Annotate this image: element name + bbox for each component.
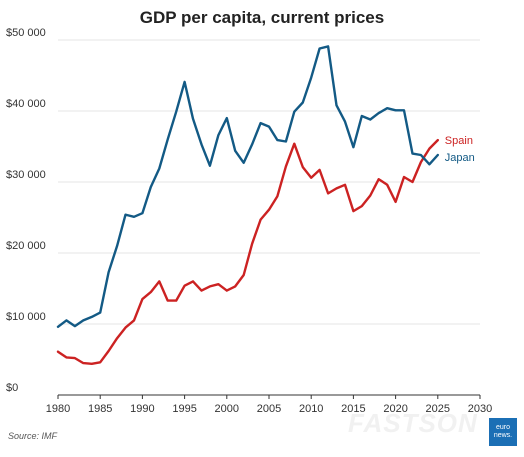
series-label-japan: Japan (445, 152, 475, 164)
y-tick-label: $20 000 (6, 240, 46, 252)
x-tick-label: 1995 (172, 403, 196, 415)
x-tick-label: 1990 (130, 403, 154, 415)
y-tick-label: $50 000 (6, 27, 46, 39)
source-note: Source: IMF (8, 431, 58, 441)
y-tick-label: $40 000 (6, 98, 46, 110)
logo-line-1: euro (495, 424, 510, 431)
x-tick-label: 1985 (88, 403, 112, 415)
watermark-text: FASTSON (348, 408, 478, 438)
x-tick-label: 2015 (341, 403, 365, 415)
x-tick-label: 2010 (299, 403, 323, 415)
y-tick-label: $0 (6, 382, 18, 394)
series-line-spain (56, 138, 439, 365)
series-line-japan (56, 45, 439, 328)
x-tick-label: 2000 (215, 403, 239, 415)
logo-line-2: news. (493, 432, 513, 439)
series-label-spain: Spain (445, 135, 473, 147)
y-tick-label: $30 000 (6, 169, 46, 181)
x-tick-label: 2020 (383, 403, 407, 415)
x-tick-label: 2005 (257, 403, 281, 415)
chart-title: GDP per capita, current prices (139, 8, 385, 27)
x-tick-label: 2025 (426, 403, 450, 415)
euronews-logo: euro news. (489, 418, 517, 446)
x-tick-label: 1980 (46, 403, 70, 415)
y-tick-label: $10 000 (6, 311, 46, 323)
x-tick-label: 2030 (468, 403, 492, 415)
